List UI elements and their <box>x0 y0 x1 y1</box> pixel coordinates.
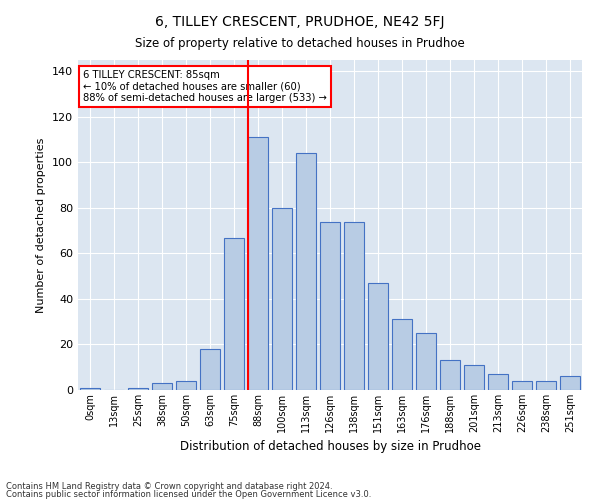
Bar <box>464 365 484 390</box>
Text: 6, TILLEY CRESCENT, PRUDHOE, NE42 5FJ: 6, TILLEY CRESCENT, PRUDHOE, NE42 5FJ <box>155 15 445 29</box>
Bar <box>248 138 268 390</box>
Bar <box>512 381 532 390</box>
Bar <box>176 381 196 390</box>
Bar <box>296 154 316 390</box>
Bar <box>488 374 508 390</box>
Y-axis label: Number of detached properties: Number of detached properties <box>37 138 46 312</box>
Bar <box>560 376 580 390</box>
Bar <box>536 381 556 390</box>
Bar <box>392 320 412 390</box>
Bar <box>416 333 436 390</box>
Bar <box>344 222 364 390</box>
Bar <box>320 222 340 390</box>
Text: Contains HM Land Registry data © Crown copyright and database right 2024.: Contains HM Land Registry data © Crown c… <box>6 482 332 491</box>
Bar <box>272 208 292 390</box>
Text: Size of property relative to detached houses in Prudhoe: Size of property relative to detached ho… <box>135 38 465 51</box>
Text: 6 TILLEY CRESCENT: 85sqm
← 10% of detached houses are smaller (60)
88% of semi-d: 6 TILLEY CRESCENT: 85sqm ← 10% of detach… <box>83 70 327 103</box>
Text: Contains public sector information licensed under the Open Government Licence v3: Contains public sector information licen… <box>6 490 371 499</box>
X-axis label: Distribution of detached houses by size in Prudhoe: Distribution of detached houses by size … <box>179 440 481 454</box>
Bar <box>80 388 100 390</box>
Bar <box>128 388 148 390</box>
Bar <box>224 238 244 390</box>
Bar <box>152 383 172 390</box>
Bar <box>440 360 460 390</box>
Bar <box>368 283 388 390</box>
Bar <box>200 349 220 390</box>
